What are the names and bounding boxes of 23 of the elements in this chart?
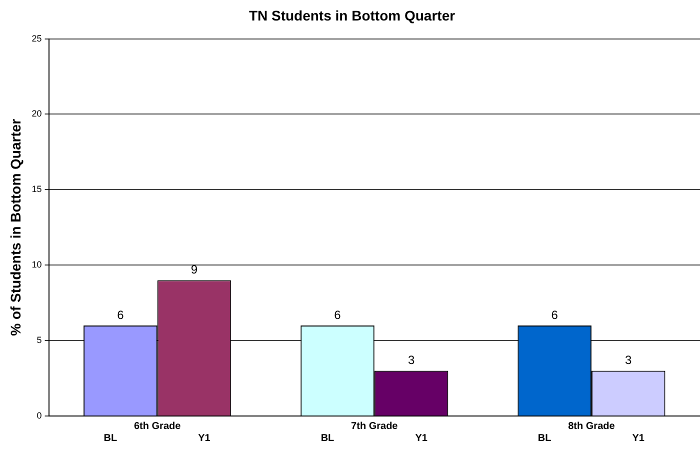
data-label: 3 [625, 353, 632, 368]
y-tick-label: 15 [32, 184, 42, 194]
y-tick-label: 0 [36, 410, 42, 420]
y-axis-title: % of Students in Bottom Quarter [7, 118, 24, 336]
text: BL [320, 432, 334, 444]
series-label: BL [104, 432, 118, 444]
data-label: 6 [334, 308, 342, 322]
chart-title: TN Students in Bottom Quarter [248, 7, 456, 24]
data-label: 3 [408, 353, 415, 368]
x-tick-label: 8th Grade [568, 420, 616, 432]
x-tick-label: 7th Grade [351, 420, 398, 432]
y-tick-label: 10 [32, 260, 42, 270]
text: Y1 [415, 432, 428, 444]
y-tick-label: 5 [36, 335, 42, 346]
x-tick-label: 6th Grade [134, 420, 182, 432]
series-label: Y1 [198, 432, 211, 444]
y-tick-label: 25 [32, 33, 42, 44]
data-label: 6 [551, 308, 558, 322]
text: BL [538, 432, 552, 444]
text: Y1 [632, 432, 644, 444]
data-label: 6 [117, 308, 124, 322]
y-tick-label: 20 [32, 108, 42, 119]
data-label: 9 [190, 262, 198, 277]
